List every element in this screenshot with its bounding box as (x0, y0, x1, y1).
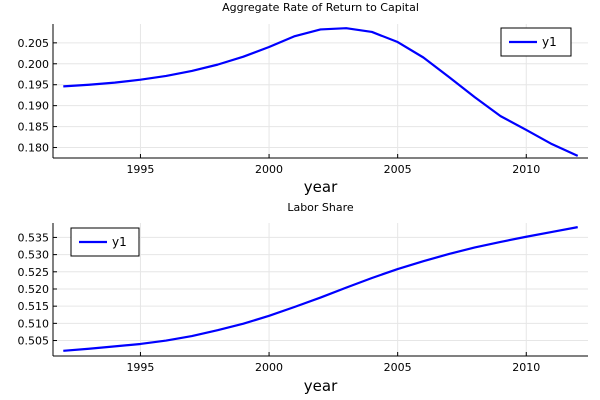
x-tick-label: 2010 (512, 361, 540, 374)
y-tick-label: 0.520 (18, 283, 50, 296)
y-tick-label: 0.530 (18, 249, 50, 262)
series-line-y1 (63, 226, 578, 352)
legend-label: y1 (542, 35, 557, 49)
x-tick-label: 1995 (126, 163, 154, 176)
y-tick-label: 0.185 (18, 121, 50, 134)
y-tick-label: 0.515 (18, 300, 50, 313)
x-axis-label: year (304, 178, 338, 196)
x-tick-label: 2005 (384, 163, 412, 176)
x-tick-label: 2000 (255, 163, 283, 176)
y-tick-label: 0.190 (18, 100, 50, 113)
x-tick-label: 2005 (384, 361, 412, 374)
x-tick-label: 2000 (255, 361, 283, 374)
return-to-capital-chart: 1995 2000 2005 2010 0.180 0.185 0.190 0.195 0.20… (18, 1, 588, 196)
y-tick-label: 0.200 (18, 58, 50, 71)
labor-share-chart: 1995 2000 2005 2010 0.505 0.510 0.515 0.520 0.52… (18, 201, 588, 395)
y-tick-label: 0.205 (18, 37, 50, 50)
x-tick-label: 2010 (512, 163, 540, 176)
legend: y1 (70, 227, 140, 257)
y-tick-label: 0.180 (18, 142, 50, 155)
y-tick-label: 0.195 (18, 79, 50, 92)
y-tick-label: 0.510 (18, 317, 50, 330)
y-tick-label: 0.535 (18, 231, 50, 244)
y-tick-label: 0.525 (18, 266, 50, 279)
x-tick-label: 1995 (126, 361, 154, 374)
legend-label: y1 (112, 235, 127, 249)
legend: y1 (500, 27, 572, 57)
chart-title: Labor Share (287, 201, 354, 214)
series-line-y1 (63, 27, 579, 157)
chart-title: Aggregate Rate of Return to Capital (222, 1, 419, 14)
y-tick-label: 0.505 (18, 335, 50, 348)
x-axis-label: year (304, 377, 338, 395)
